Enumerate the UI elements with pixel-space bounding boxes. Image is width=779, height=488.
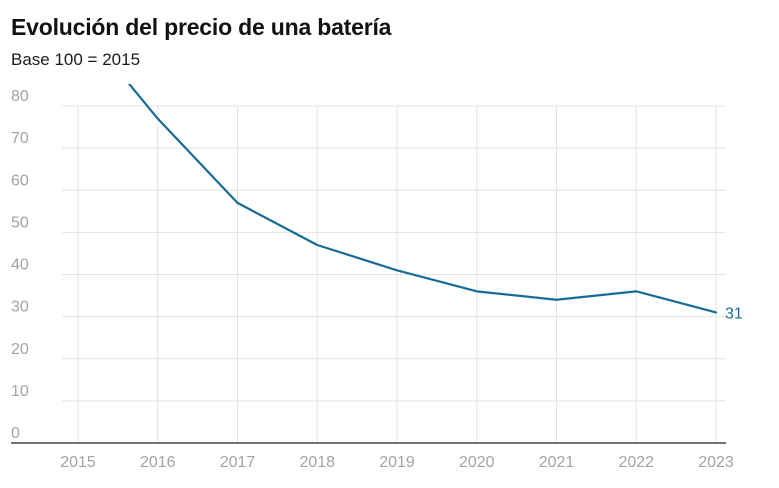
y-tick-label: 60 bbox=[11, 172, 29, 189]
y-tick-label: 10 bbox=[11, 383, 29, 400]
chart-subtitle: Base 100 = 2015 bbox=[11, 50, 141, 69]
y-tick-label: 40 bbox=[11, 257, 29, 274]
x-tick-label: 2021 bbox=[539, 454, 575, 471]
y-tick-label: 30 bbox=[11, 299, 29, 316]
x-tick-label: 2023 bbox=[698, 454, 734, 471]
x-tick-label: 2018 bbox=[299, 454, 335, 471]
series-layer bbox=[127, 84, 718, 314]
axes: 0 10 20 30 40 50 60 70 80 2015 2016 2017 2018 2019 202… bbox=[11, 88, 734, 471]
series-line bbox=[127, 84, 718, 314]
x-tick-label: 2020 bbox=[459, 454, 495, 471]
y-tick-label: 20 bbox=[11, 341, 29, 358]
chart-title: Evolución del precio de una batería bbox=[11, 14, 392, 40]
x-tick-label: 2017 bbox=[220, 454, 256, 471]
data-labels: 31 bbox=[725, 305, 743, 322]
x-tick-label: 2016 bbox=[140, 454, 176, 471]
x-tick-label: 2015 bbox=[60, 454, 96, 471]
y-tick-label: 0 bbox=[11, 425, 20, 442]
y-tick-label: 70 bbox=[11, 130, 29, 147]
x-tick-label: 2019 bbox=[379, 454, 415, 471]
y-tick-label: 80 bbox=[11, 88, 29, 105]
end-value-label: 31 bbox=[725, 305, 743, 322]
y-tick-label: 50 bbox=[11, 214, 29, 231]
gridlines bbox=[62, 105, 726, 443]
x-tick-label: 2022 bbox=[618, 454, 654, 471]
